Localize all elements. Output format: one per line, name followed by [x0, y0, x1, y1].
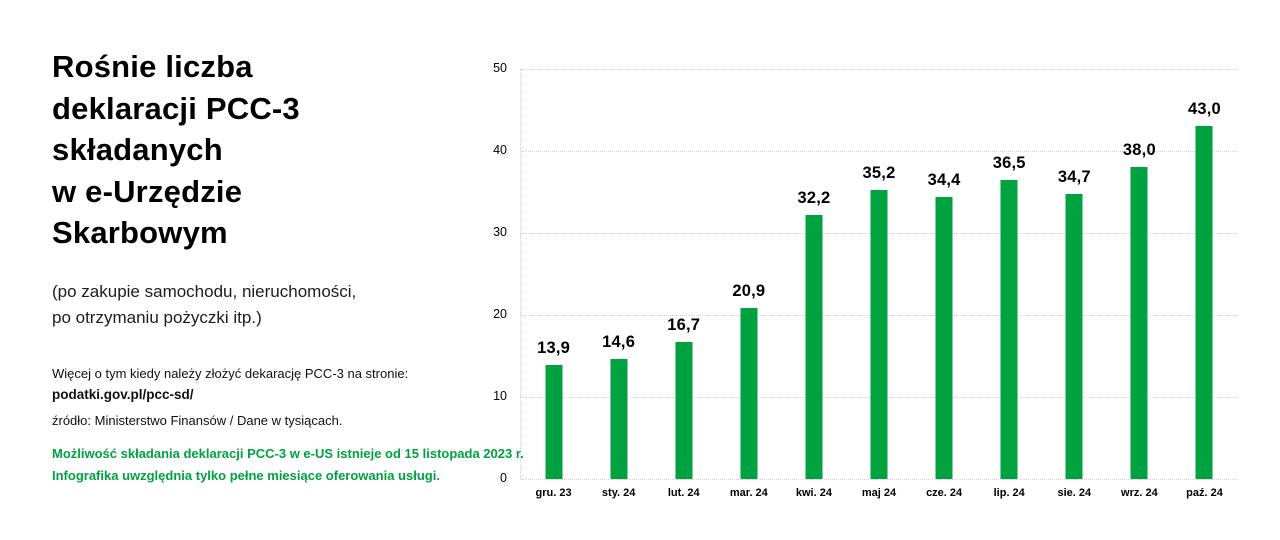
bars: 13,9 gru. 23 14,6 sty. 24 16,7 lut. 24 20,9 mar…: [521, 69, 1237, 499]
bar: [1195, 126, 1213, 479]
y-axis-tick-label: 50: [493, 61, 507, 75]
bar-value-label: 38,0: [1122, 141, 1156, 160]
bar: [675, 342, 693, 479]
bar-group: 20,9 mar. 24: [716, 69, 781, 499]
bar-value-label: 34,7: [1057, 168, 1091, 187]
bar-group: 43,0 paź. 24: [1172, 69, 1237, 499]
bar: [870, 190, 888, 479]
x-axis-label: mar. 24: [729, 487, 768, 499]
bar: [1000, 179, 1018, 479]
bar: [1065, 194, 1083, 479]
bar-value-label: 36,5: [992, 153, 1026, 172]
bar-group: 35,2 maj 24: [846, 69, 911, 499]
x-axis-label: kwi. 24: [795, 487, 832, 499]
y-axis-tick-label: 10: [493, 389, 507, 403]
gridline: [521, 479, 1237, 480]
y-axis-tick-label: 40: [493, 143, 507, 157]
subtitle: (po zakupie samochodu, nieruchomości, po…: [52, 282, 357, 328]
bar: [740, 307, 758, 479]
info-block: Więcej o tym kiedy należy złożyć dekarac…: [52, 363, 408, 406]
y-axis-tick-label: 0: [500, 471, 507, 485]
bar-group: 14,6 sty. 24: [586, 69, 651, 499]
bar-group: 13,9 gru. 23: [521, 69, 586, 499]
bar-value-label: 32,2: [797, 188, 831, 207]
bar: [545, 365, 563, 479]
page-title: Rośnie liczba deklaracji PCC-3 składanyc…: [52, 49, 300, 251]
info-url: podatki.gov.pl/pcc-sd/: [52, 387, 194, 403]
bar-group: 34,7 sie. 24: [1042, 69, 1107, 499]
plot-area: 0 10 20 30 40 50 13,9 gru. 23 14,6 sty. 24 16,7 lut…: [493, 61, 1237, 499]
x-axis-label: gru. 23: [535, 487, 572, 499]
x-axis-label: sie. 24: [1057, 487, 1092, 499]
bar-value-label: 16,7: [667, 316, 701, 335]
availability-note: Możliwość składania deklaracji PCC-3 w e…: [52, 446, 524, 484]
bar-value-label: 43,0: [1188, 100, 1221, 119]
bar: [1130, 167, 1148, 479]
x-axis-label: lut. 24: [667, 487, 700, 499]
bar-value-label: 20,9: [732, 281, 766, 300]
x-axis-label: wrz. 24: [1121, 487, 1158, 499]
x-axis-label: cze. 24: [926, 487, 963, 499]
x-axis-label: paź. 24: [1186, 487, 1223, 499]
bar: [805, 214, 823, 479]
x-axis-label: maj 24: [861, 487, 897, 499]
bar-value-label: 35,2: [862, 164, 896, 183]
y-axis-tick-label: 20: [493, 307, 507, 321]
x-axis-label: sty. 24: [601, 487, 636, 499]
bar-value-label: 34,4: [927, 170, 961, 189]
bar: [610, 359, 628, 479]
bar-group: 32,2 kwi. 24: [781, 69, 846, 499]
bar-group: 38,0 wrz. 24: [1107, 69, 1172, 499]
info-text: Więcej o tym kiedy należy złożyć dekarac…: [52, 366, 409, 381]
bar-group: 36,5 lip. 24: [977, 69, 1042, 499]
bar-group: 34,4 cze. 24: [912, 69, 977, 499]
gridline: [521, 69, 1237, 70]
bar-value-label: 13,9: [537, 339, 571, 358]
gridline: [521, 151, 1237, 152]
y-axis-tick-label: 30: [493, 225, 507, 239]
bar-group: 16,7 lut. 24: [651, 69, 716, 499]
x-axis-label: lip. 24: [993, 487, 1025, 499]
bar-value-label: 14,6: [602, 333, 636, 352]
bar: [935, 196, 953, 479]
source-line: źródło: Ministerstwo Finansów / Dane w t…: [52, 413, 343, 428]
